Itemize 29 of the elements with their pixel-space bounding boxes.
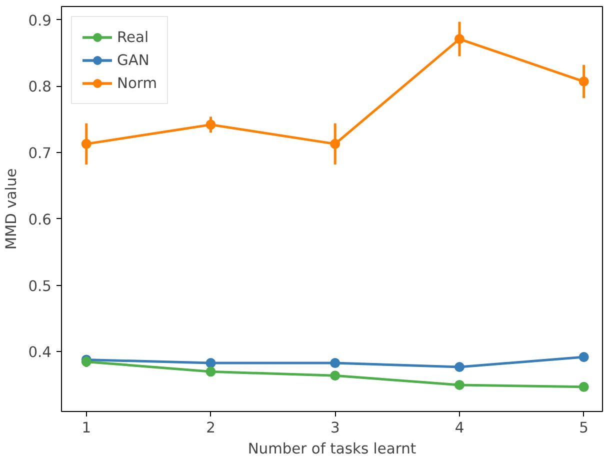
point <box>330 138 340 149</box>
point <box>206 120 216 130</box>
point <box>578 382 589 392</box>
y-tick-label: 0.7 <box>28 145 52 162</box>
x-tick-label: 3 <box>330 420 340 436</box>
y-tick-label: 0.4 <box>28 344 52 362</box>
legend-label: Real <box>117 28 149 46</box>
point <box>330 358 340 368</box>
point <box>81 138 92 149</box>
x-tick-label: 2 <box>206 420 216 436</box>
y-tick-label: 0.9 <box>28 12 52 30</box>
point <box>454 362 464 372</box>
x-tick-label: 1 <box>82 420 92 436</box>
point <box>454 34 464 44</box>
point <box>454 380 464 390</box>
y-tick-label: 0.8 <box>28 78 52 96</box>
point <box>578 76 589 87</box>
legend-label: GAN <box>117 52 150 68</box>
y-axis-title: MMD value <box>3 168 20 250</box>
point <box>330 370 340 381</box>
y-tick-label: 0.6 <box>28 211 52 228</box>
legend-label: Norm <box>117 74 157 92</box>
x-axis-title: Number of tasks learnt <box>248 440 416 458</box>
point <box>206 366 216 377</box>
point <box>578 352 589 362</box>
x-tick-label: 4 <box>454 420 464 436</box>
y-tick-label: 0.5 <box>28 278 52 295</box>
point <box>206 358 216 368</box>
x-tick-label: 5 <box>579 420 589 436</box>
